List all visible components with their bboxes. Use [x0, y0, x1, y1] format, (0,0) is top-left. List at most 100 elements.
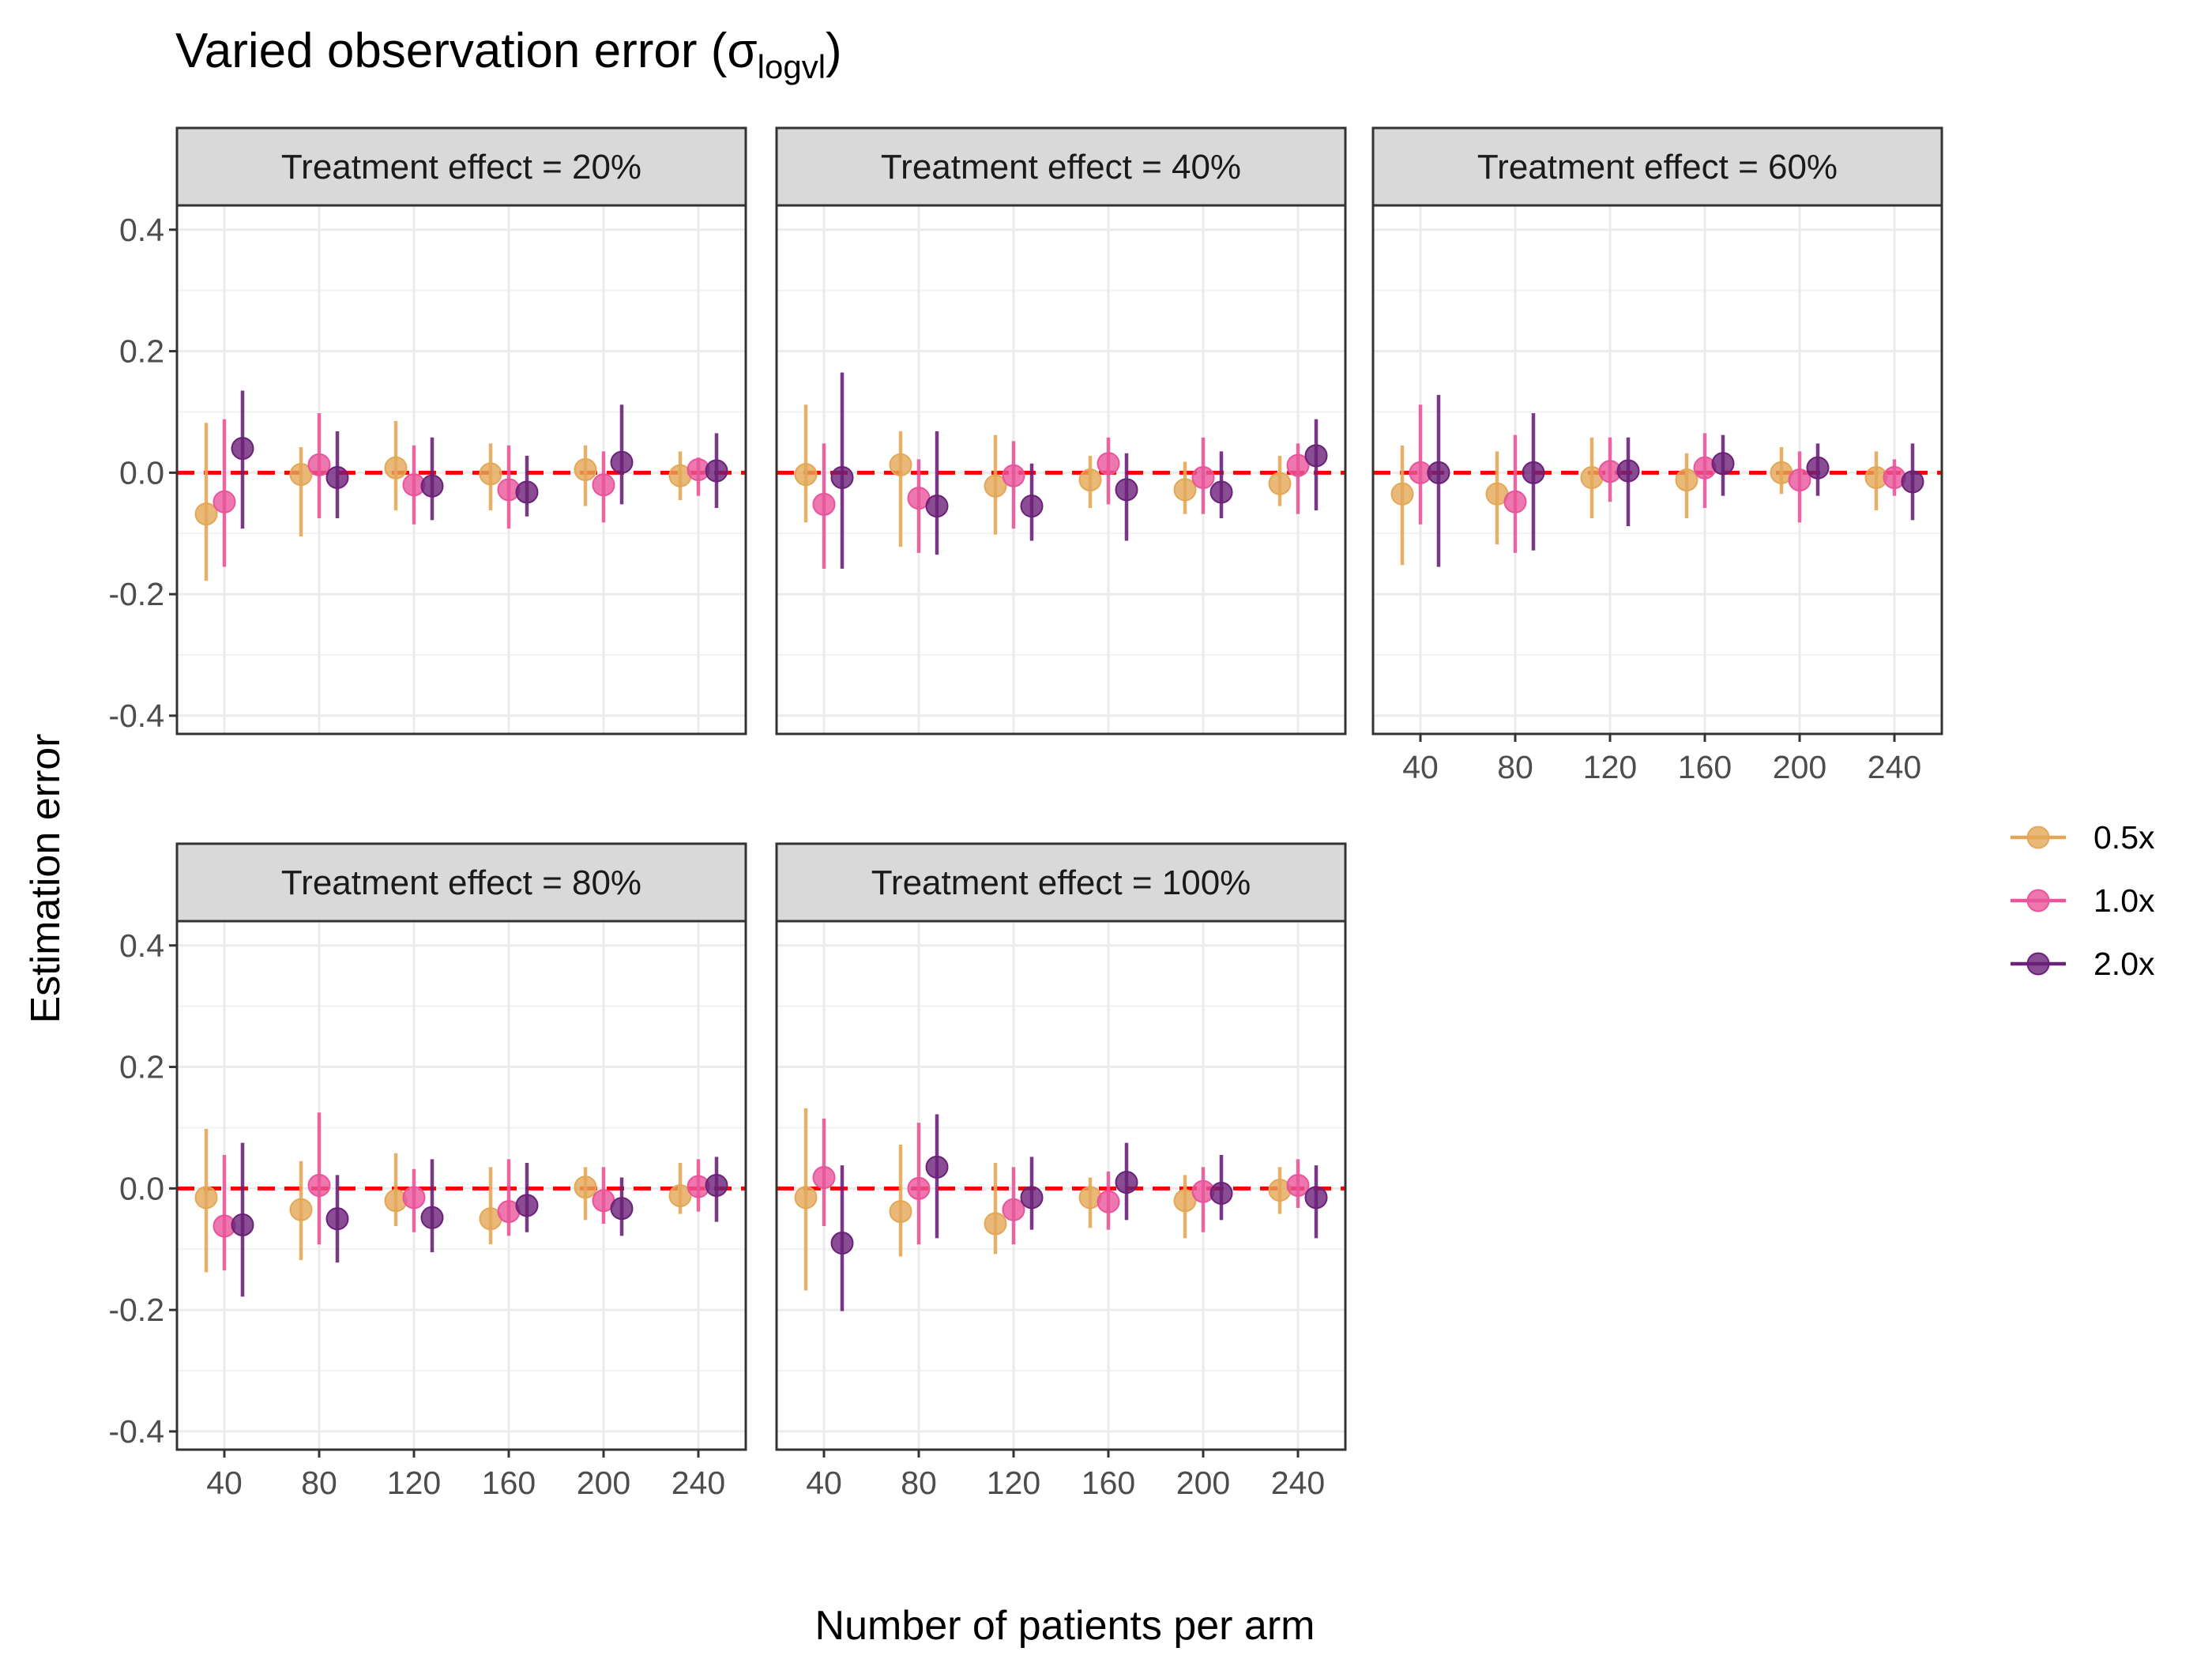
x-tick-label: 240: [1868, 749, 1921, 785]
x-tick-label: 120: [387, 1465, 441, 1501]
point-1.0x: [402, 1186, 426, 1209]
panel-1: Treatment effect = 20% 0.4 0.2 0.0 -0.2 -0.4: [108, 126, 747, 735]
point-2.0x: [231, 437, 254, 461]
point-0.5x: [1173, 1189, 1197, 1213]
point-1.0x: [1286, 453, 1310, 477]
point-0.5x: [1078, 468, 1102, 492]
legend-label: 1.0x: [2094, 882, 2155, 919]
y-tick-label: -0.4: [108, 698, 164, 734]
point-0.5x: [574, 1176, 597, 1199]
legend-label: 2.0x: [2094, 946, 2155, 982]
point-0.5x: [984, 1212, 1007, 1236]
point-2.0x: [610, 450, 634, 474]
y-tick-label: 0.4: [119, 927, 164, 964]
point-0.5x: [1268, 472, 1292, 495]
x-tick-label: 240: [1271, 1465, 1325, 1501]
point-2.0x: [1304, 1186, 1328, 1209]
x-tick-label: 160: [482, 1465, 536, 1501]
point-2.0x: [420, 1206, 444, 1229]
panel-strip: [175, 126, 747, 207]
x-tick-label: 160: [1678, 749, 1732, 785]
panel-2: Treatment effect = 40%: [775, 126, 1347, 735]
x-tick-label: 40: [1402, 749, 1439, 785]
point-2.0x: [325, 1207, 349, 1231]
panel-border: [175, 920, 747, 1451]
point-1.0x: [307, 1174, 331, 1197]
point-1.0x: [1002, 464, 1025, 487]
panel-strip: [775, 126, 1347, 207]
point-0.5x: [194, 502, 218, 526]
point-2.0x: [830, 465, 854, 489]
point-0.5x: [289, 463, 313, 487]
point-2.0x: [1209, 1181, 1233, 1205]
point-2.0x: [1304, 444, 1328, 468]
point-2.0x: [1115, 478, 1138, 502]
point-1.0x: [1002, 1198, 1025, 1221]
point-2.0x: [705, 459, 728, 483]
panel-strip: [1371, 126, 1943, 207]
point-2.0x: [231, 1213, 254, 1236]
x-tick-label: 80: [301, 1465, 337, 1501]
point-2.0x: [1427, 461, 1450, 484]
point-0.5x: [289, 1198, 313, 1221]
panel-strip-label: Treatment effect = 60%: [1477, 148, 1838, 186]
point-0.5x: [574, 458, 597, 481]
y-tick-label: -0.2: [108, 1292, 164, 1328]
panel-3: Treatment effect = 60% 40 80 120 160 200 240: [1371, 126, 1943, 785]
y-tick-label: 0.4: [119, 212, 164, 248]
panel-border: [775, 204, 1347, 735]
legend-item-0.5x: 0.5x: [2011, 819, 2155, 856]
legend-item-2.0x: 2.0x: [2011, 946, 2155, 982]
point-1.0x: [1191, 465, 1215, 489]
point-2.0x: [1901, 470, 1924, 494]
point-2.0x: [1616, 459, 1640, 483]
point-2.0x: [705, 1174, 728, 1197]
point-2.0x: [1115, 1171, 1138, 1194]
legend-key: [2026, 826, 2050, 849]
point-2.0x: [1522, 461, 1545, 484]
x-tick-label: 120: [1583, 749, 1637, 785]
y-tick-label: 0.2: [119, 333, 164, 370]
point-1.0x: [592, 473, 615, 497]
x-tick-label: 200: [1176, 1465, 1230, 1501]
point-2.0x: [925, 1155, 949, 1179]
panel-strip-label: Treatment effect = 20%: [281, 148, 641, 186]
x-tick-label: 200: [1773, 749, 1826, 785]
point-1.0x: [1097, 452, 1120, 476]
panel-border: [775, 920, 1347, 1451]
point-1.0x: [907, 1176, 931, 1200]
legend-label: 0.5x: [2094, 819, 2155, 856]
point-0.5x: [1173, 478, 1197, 502]
legend-item-1.0x: 1.0x: [2011, 882, 2155, 919]
point-0.5x: [1390, 482, 1414, 506]
y-tick-label: -0.4: [108, 1413, 164, 1450]
x-tick-label: 160: [1082, 1465, 1135, 1501]
panel-border: [1371, 204, 1943, 735]
point-0.5x: [794, 1186, 818, 1209]
point-2.0x: [515, 480, 539, 504]
point-0.5x: [984, 474, 1007, 498]
x-axis-title: Number of patients per arm: [815, 1603, 1315, 1649]
point-0.5x: [384, 456, 408, 480]
point-0.5x: [794, 463, 818, 487]
panel-5: Treatment effect = 100% 40 80 120 160 200 240: [775, 842, 1347, 1501]
y-tick-label: 0.0: [119, 454, 164, 491]
x-tick-label: 120: [987, 1465, 1040, 1501]
point-0.5x: [479, 462, 502, 486]
point-0.5x: [889, 453, 912, 476]
x-tick-label: 40: [206, 1465, 243, 1501]
point-1.0x: [213, 490, 236, 514]
point-1.0x: [1097, 1190, 1120, 1213]
point-2.0x: [610, 1197, 634, 1221]
point-0.5x: [1675, 468, 1698, 492]
panel-4: Treatment effect = 80% 0.4 0.2 0.0 -0.2 -0.4 4…: [108, 842, 747, 1501]
panels-layer: Treatment effect = 20% 0.4 0.2 0.0 -0.2 -0.4 T…: [108, 126, 1943, 1501]
x-tick-label: 40: [806, 1465, 842, 1501]
legend-key: [2026, 952, 2050, 976]
point-1.0x: [1503, 490, 1527, 514]
point-2.0x: [925, 495, 949, 518]
panel-strip-label: Treatment effect = 80%: [281, 863, 641, 902]
x-tick-label: 80: [901, 1465, 937, 1501]
panel-strip-label: Treatment effect = 40%: [881, 148, 1241, 186]
